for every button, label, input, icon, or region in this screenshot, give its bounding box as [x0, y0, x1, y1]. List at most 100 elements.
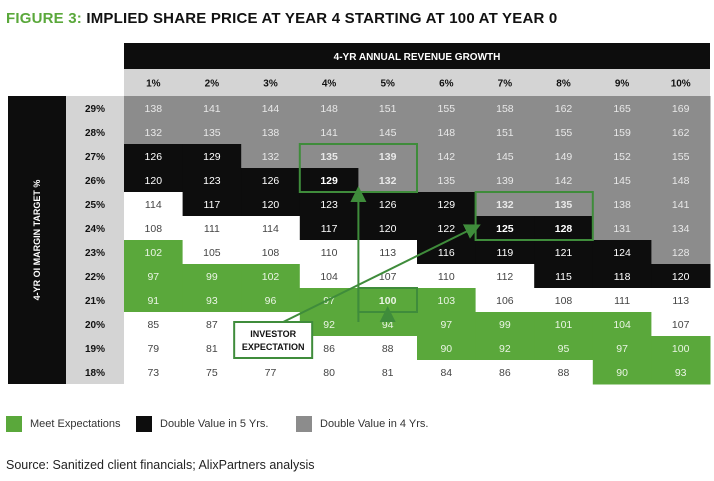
table-cell-value: 151: [379, 103, 397, 115]
table-cell-value: 75: [206, 367, 218, 379]
table-cell-value: 97: [323, 295, 335, 307]
table-cell-value: 138: [613, 199, 631, 211]
table-cell: [417, 144, 477, 169]
table-cell: [417, 120, 477, 145]
table-cell-value: 162: [672, 127, 690, 139]
table-cell-value: 123: [203, 175, 221, 187]
figure-number: FIGURE 3:: [6, 10, 82, 27]
table-cell: [475, 264, 535, 289]
table-cell-value: 135: [203, 127, 221, 139]
table-cell-value: 118: [614, 271, 631, 283]
legend-item-double-value-5yrs: Double Value in 5 Yrs.: [136, 414, 268, 434]
table-cell-value: 100: [672, 343, 690, 355]
table-cell-value: 159: [613, 127, 631, 139]
table-cell: [124, 168, 184, 193]
table-cell: [592, 240, 652, 265]
row-label: 23%: [85, 248, 105, 259]
table-cell: [592, 168, 652, 193]
sensitivity-table: 4-YR ANNUAL REVENUE GROWTH 1% 2% 3% 4% 5% 6% 7%…: [8, 43, 711, 385]
table-cell: [124, 216, 184, 241]
table-cell-value: 102: [145, 247, 163, 259]
table-cell-value: 129: [203, 151, 221, 163]
table-cell-value: 162: [555, 103, 573, 115]
table-cell: [358, 120, 418, 145]
table-cell: [299, 144, 359, 169]
table-cell-value: 121: [555, 247, 573, 259]
table-cell-value: 84: [440, 367, 452, 379]
table-cell: [534, 360, 594, 385]
table-cell: [475, 240, 535, 265]
legend-swatch-green: [6, 416, 22, 432]
column-label: 10%: [671, 79, 691, 90]
table-cell: [358, 96, 418, 121]
table-cell: [651, 240, 711, 265]
column-labels-band: [124, 69, 710, 96]
table-cell-value: 148: [320, 103, 338, 115]
table-cell-value: 85: [147, 319, 159, 331]
figure-title-text: IMPLIED SHARE PRICE AT YEAR 4 STARTING A…: [86, 10, 558, 27]
table-cell-value: 87: [206, 319, 218, 331]
table-cell: [124, 288, 184, 313]
row-label: 28%: [85, 128, 105, 139]
table-cell-value: 124: [613, 247, 631, 259]
table-cell: [182, 120, 242, 145]
table-cell: [182, 144, 242, 169]
table-cell: [182, 96, 242, 121]
table-cell-value: 113: [379, 247, 396, 259]
source-note: Source: Sanitized client financials; Ali…: [6, 458, 315, 472]
table-cell-value: 86: [323, 343, 335, 355]
column-label: 9%: [615, 79, 630, 90]
table-cell-value: 123: [320, 199, 338, 211]
legend-label: Double Value in 4 Yrs.: [320, 418, 429, 430]
table-cell: [534, 144, 594, 169]
row-header-band: [8, 96, 66, 384]
table-cell-value: 92: [499, 343, 511, 355]
table-cell-value: 151: [496, 127, 514, 139]
table-cell: [417, 360, 477, 385]
table-cell: [299, 96, 359, 121]
table-cell: [124, 336, 184, 361]
table-cell: [299, 360, 359, 385]
table-cell: [534, 120, 594, 145]
table-cell-value: 77: [265, 367, 277, 379]
table-cell-value: 117: [321, 223, 338, 235]
row-labels-band: [66, 96, 124, 384]
table-cell: [475, 216, 535, 241]
table-cell: [182, 312, 242, 337]
table-cell-value: 158: [496, 103, 514, 115]
table-cell: [534, 264, 594, 289]
table-cell-value: 145: [496, 151, 514, 163]
table-cell-value: 97: [147, 271, 159, 283]
table-cell-value: 135: [555, 199, 573, 211]
table-cell: [417, 240, 477, 265]
table-cell-value: 155: [438, 103, 456, 115]
table-cell-value: 126: [145, 151, 163, 163]
table-cell: [534, 96, 594, 121]
column-header-band: [124, 43, 710, 69]
table-cell-value: 88: [558, 367, 570, 379]
row-label: 19%: [85, 344, 105, 355]
table-cell: [651, 336, 711, 361]
table-cell: [241, 264, 301, 289]
highlight-25-24pct-7-8pct: [474, 191, 594, 241]
table-cell: [592, 144, 652, 169]
table-cell: [475, 288, 535, 313]
table-cells: 138 141 144 148 151 155 158 162 165 169 132 135 138 1…: [124, 96, 711, 385]
column-label: 8%: [556, 79, 571, 90]
arrow-to-box-2: [282, 224, 481, 323]
table-cell: [124, 240, 184, 265]
table-cell: [417, 192, 477, 217]
table-cell-value: 141: [672, 199, 690, 211]
table-cell: [124, 96, 184, 121]
table-cell-value: 144: [262, 103, 280, 115]
row-header-title: 4-YR OI MARGIN TARGET %: [32, 180, 42, 301]
table-cell: [241, 240, 301, 265]
table-cell-value: 88: [382, 343, 394, 355]
table-cell-value: 129: [438, 199, 456, 211]
table-cell: [241, 120, 301, 145]
legend-label: Meet Expectations: [30, 418, 121, 430]
table-cell: [534, 168, 594, 193]
table-cell: [475, 360, 535, 385]
table-cell: [592, 336, 652, 361]
table-cell: [299, 168, 359, 193]
